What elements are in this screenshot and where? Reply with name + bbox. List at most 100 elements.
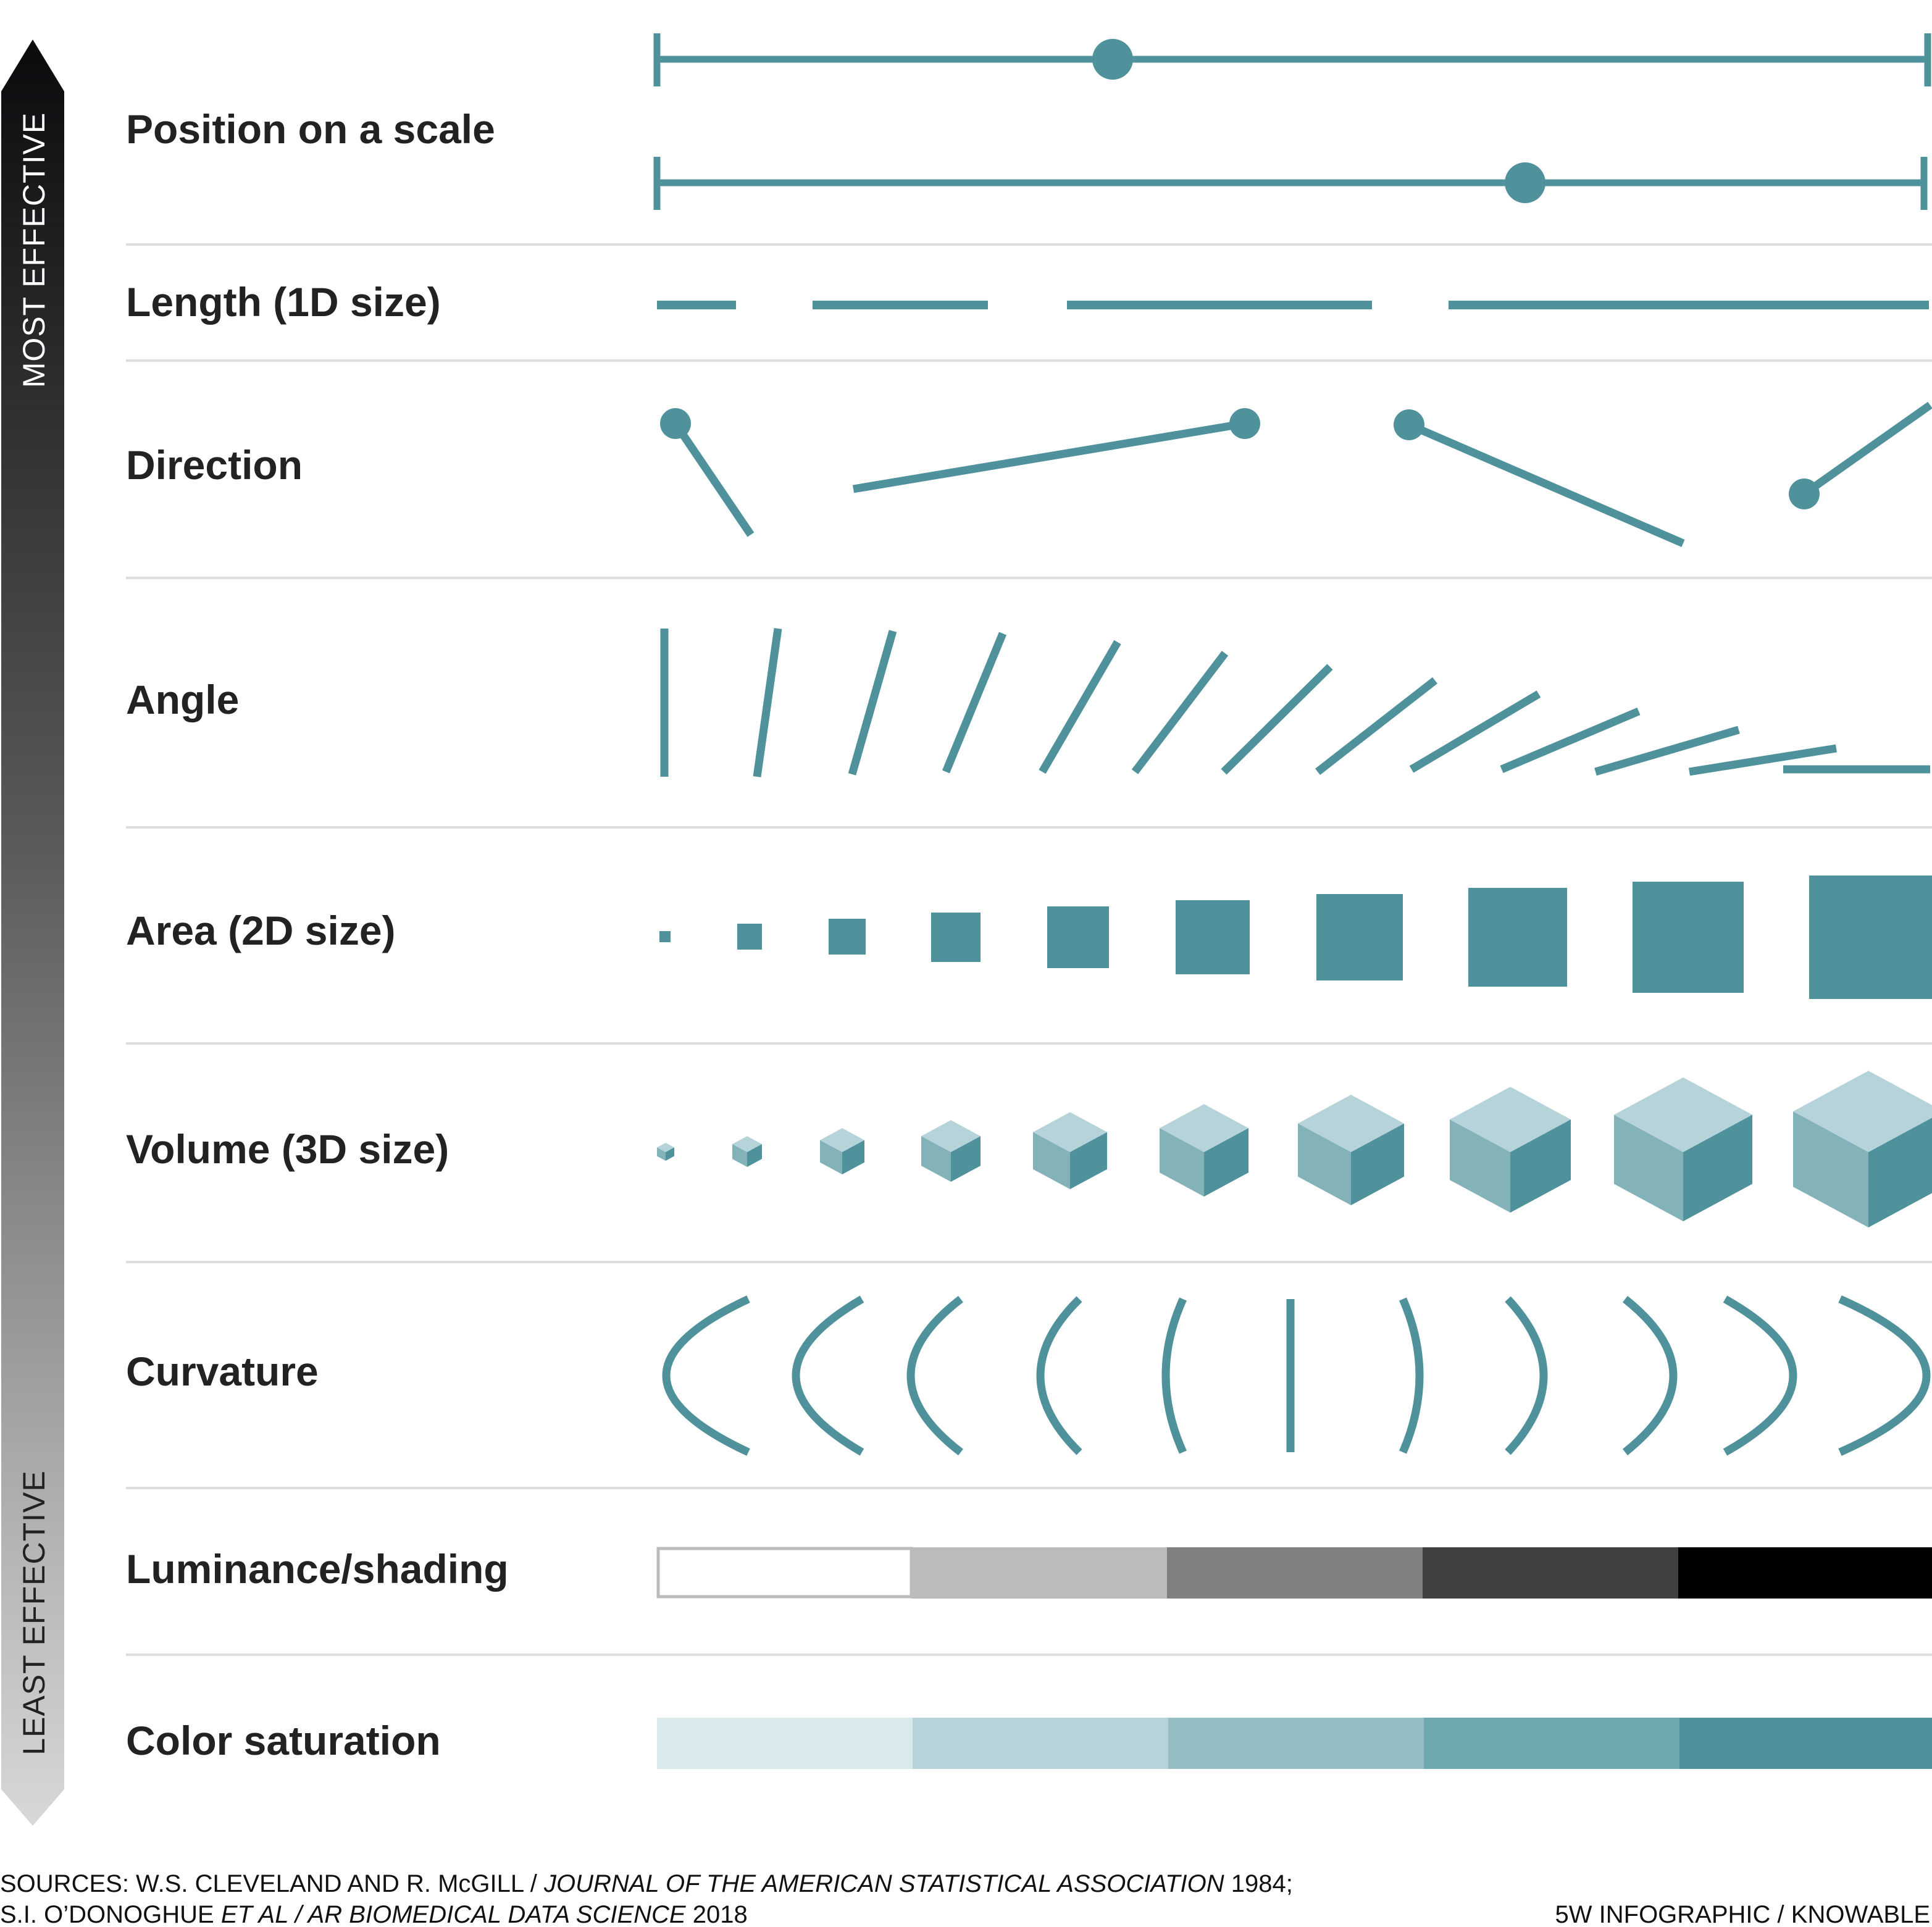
angle-line	[848, 630, 897, 775]
cube-top-face	[1160, 1104, 1248, 1152]
row-label-angle: Angle	[126, 677, 239, 722]
scale-marker	[1092, 39, 1133, 80]
cube-left-face	[820, 1140, 842, 1174]
saturation-bar	[657, 1718, 1932, 1769]
area-square	[1633, 882, 1744, 993]
row-label-saturation: Color saturation	[126, 1718, 441, 1763]
sources-line-1-journal: JOURNAL OF THE AMERICAN STATISTICAL ASSO…	[543, 1870, 1224, 1897]
curve-arc	[1723, 1295, 1797, 1456]
angle-line	[1131, 651, 1229, 774]
curve-arc	[1036, 1296, 1082, 1455]
cube-right-face	[1204, 1128, 1248, 1197]
curve-arc	[1161, 1297, 1187, 1454]
cube-right-face	[951, 1136, 981, 1182]
cube-right-face	[842, 1140, 864, 1174]
row-label-curvature: Curvature	[126, 1348, 319, 1394]
area-square	[931, 913, 981, 962]
area-square	[1468, 888, 1567, 987]
angle-glyphs	[660, 628, 1930, 777]
saturation-swatch	[1424, 1718, 1679, 1769]
luminance-bar	[656, 1547, 1932, 1599]
row-label-luminance: Luminance/shading	[126, 1546, 509, 1592]
area-square	[829, 919, 866, 955]
cube-left-face	[1614, 1114, 1683, 1221]
angle-line	[1221, 664, 1333, 775]
sources-line-2: S.I. O’DONOGHUE ET AL / AR BIOMEDICAL DA…	[0, 1901, 748, 1927]
curve-arc	[662, 1295, 750, 1456]
cube-top-face	[657, 1142, 674, 1152]
cube-right-face	[1683, 1114, 1752, 1221]
sources-line-2-journal: ET AL / AR BIOMEDICAL DATA SCIENCE	[221, 1901, 687, 1927]
direction-origin	[1394, 409, 1424, 440]
saturation-swatch	[657, 1718, 913, 1769]
row-label-length: Length (1D size)	[126, 279, 441, 325]
cube-top-face	[921, 1120, 981, 1152]
angle-line	[753, 628, 782, 777]
cube-right-face	[747, 1144, 762, 1167]
area-square	[737, 924, 762, 950]
curve-arc	[792, 1295, 864, 1456]
cube-left-face	[921, 1136, 951, 1182]
cube-top-face	[1450, 1087, 1571, 1152]
cube-top-face	[732, 1136, 762, 1152]
luminance-swatch	[911, 1547, 1167, 1599]
angle-line	[1409, 690, 1541, 773]
curve-arc	[1505, 1296, 1548, 1455]
cube-left-face	[1450, 1119, 1510, 1213]
direction-origin	[1789, 479, 1820, 509]
arrow-shape	[1, 40, 64, 1826]
credit-line: 5W INFOGRAPHIC / KNOWABLE	[1555, 1901, 1930, 1927]
least-effective-label: LEAST EFFECTIVE	[17, 1470, 51, 1755]
sources-line-1: SOURCES: W.S. CLEVELAND AND R. McGILL / …	[0, 1870, 1293, 1897]
area-square	[1809, 876, 1932, 999]
sources-line-2-c: 2018	[686, 1901, 748, 1927]
row-labels: Position on a scale Length (1D size) Dir…	[126, 106, 509, 1763]
sources-footer: SOURCES: W.S. CLEVELAND AND R. McGILL / …	[0, 1870, 1930, 1927]
direction-line	[852, 419, 1246, 493]
angle-line	[1500, 708, 1641, 773]
effectiveness-arrow: MOST EFFECTIVE LEAST EFFECTIVE	[1, 40, 64, 1826]
scale-marker	[1505, 162, 1545, 203]
direction-line	[1802, 401, 1932, 498]
area-square	[1176, 900, 1250, 974]
sources-line-2-a: S.I. O’DONOGHUE	[0, 1901, 221, 1927]
most-effective-label: MOST EFFECTIVE	[17, 112, 51, 388]
area-square	[1047, 906, 1109, 968]
direction-origin	[660, 408, 691, 439]
direction-line	[1407, 421, 1685, 547]
luminance-swatch	[1423, 1547, 1678, 1599]
angle-line	[1594, 725, 1740, 776]
cube-right-face	[1351, 1123, 1404, 1205]
row-dividers	[126, 243, 1932, 1656]
curve-arc	[1622, 1295, 1678, 1456]
saturation-swatch	[1679, 1718, 1932, 1769]
position-scale-glyphs	[653, 33, 1931, 210]
cube-left-face	[1160, 1128, 1204, 1197]
cube-right-face	[1070, 1132, 1107, 1189]
row-label-position: Position on a scale	[126, 106, 495, 152]
direction-line	[672, 421, 755, 537]
cube-top-face	[1793, 1071, 1932, 1152]
curve-arc	[1399, 1297, 1424, 1454]
cube-top-face	[1033, 1112, 1107, 1152]
cube-top-face	[1298, 1095, 1404, 1152]
luminance-swatch	[1678, 1547, 1932, 1599]
cube-left-face	[1033, 1132, 1070, 1189]
angle-line	[1039, 640, 1121, 774]
cube-left-face	[1298, 1123, 1351, 1205]
curvature-glyphs	[662, 1295, 1931, 1456]
row-label-area: Area (2D size)	[126, 908, 396, 953]
luminance-swatch	[656, 1547, 913, 1599]
cube-left-face	[1793, 1111, 1868, 1227]
cube-left-face	[732, 1144, 747, 1167]
sources-line-1-c: 1984;	[1224, 1870, 1293, 1897]
saturation-swatch	[1168, 1718, 1424, 1769]
row-label-volume: Volume (3D size)	[126, 1126, 449, 1172]
cube-right-face	[1510, 1119, 1571, 1213]
area-square	[659, 931, 671, 942]
area-square	[1316, 894, 1403, 980]
curve-arc	[1838, 1295, 1931, 1456]
cube-top-face	[820, 1128, 864, 1152]
angle-line	[1315, 677, 1437, 775]
